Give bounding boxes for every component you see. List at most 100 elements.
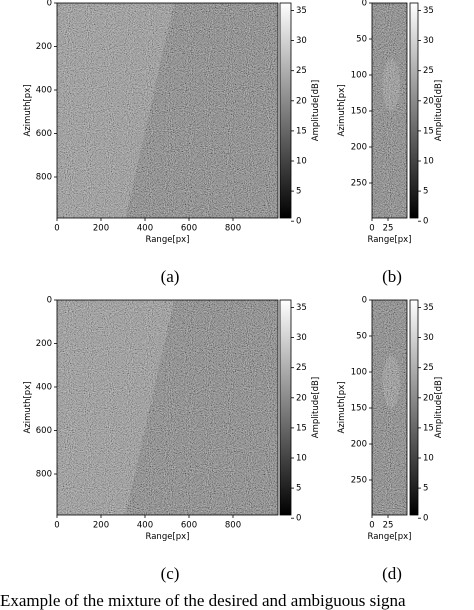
colorbar-tick-label: 30	[296, 333, 307, 343]
y-tick-label: 800	[36, 470, 52, 480]
y-tick-label: 200	[36, 339, 52, 349]
x-tick-label: 25	[383, 521, 394, 531]
colorbar-tick-label: 15	[423, 126, 434, 136]
colorbar-tick-label: 15	[423, 423, 434, 433]
colorbar-label: Amplitude[dB]	[434, 80, 444, 141]
y-tick-label: 800	[36, 173, 52, 183]
colorbar-tick-label: 10	[423, 157, 434, 167]
x-tick-label: 200	[93, 521, 109, 531]
x-tick-label: 400	[137, 224, 153, 234]
speckle	[372, 3, 407, 218]
colorbar-tick-label: 20	[296, 96, 307, 106]
y-tick-label: 50	[356, 35, 367, 45]
y-tick-label: 200	[351, 440, 367, 450]
colorbar	[279, 299, 292, 516]
colorbar-tick-label: 10	[296, 157, 307, 167]
x-tick-label: 0	[369, 224, 374, 234]
x-tick-label: 600	[181, 224, 197, 234]
image-frame	[56, 299, 279, 516]
colorbar-tick-label: 35	[296, 6, 307, 16]
colorbar-tick-label: 10	[423, 454, 434, 464]
colorbar-tick-label: 10	[296, 454, 307, 464]
colorbar-tick-label: 25	[296, 363, 307, 373]
x-tick-label: 25	[383, 224, 394, 234]
y-tick-label: 150	[351, 404, 367, 414]
colorbar	[409, 299, 419, 516]
x-tick-label: 0	[369, 521, 374, 531]
y-tick-label: 150	[351, 107, 367, 117]
x-tick-label: 200	[93, 224, 109, 234]
y-tick-label: 100	[351, 71, 367, 81]
colorbar-tick-label: 25	[423, 66, 434, 76]
panel-label: (a)	[161, 267, 180, 286]
colorbar-tick-label: 15	[296, 423, 307, 433]
y-tick-label: 0	[47, 296, 52, 306]
panel-label: (d)	[382, 564, 402, 583]
colorbar-label: Amplitude[dB]	[311, 80, 321, 141]
x-tick-label: 0	[54, 521, 59, 531]
image-frame	[371, 299, 408, 516]
colorbar-tick-label: 20	[423, 393, 434, 403]
y-tick-label: 100	[351, 368, 367, 378]
y-tick-label: 400	[36, 383, 52, 393]
image-frame	[56, 2, 279, 219]
colorbar-tick-label: 0	[296, 514, 301, 524]
bright-region	[382, 58, 400, 111]
y-axis-label: Azimuth[px]	[23, 84, 33, 136]
colorbar-tick-label: 5	[296, 187, 301, 197]
x-tick-label: 0	[54, 224, 59, 234]
colorbar-tick-label: 35	[423, 303, 434, 313]
colorbar-tick-label: 35	[423, 6, 434, 16]
speckle	[57, 300, 278, 515]
y-tick-label: 0	[47, 0, 52, 9]
figure-caption: Example of the mixture of the desired an…	[0, 591, 406, 610]
x-tick-label: 400	[137, 521, 153, 531]
y-axis-label: Azimuth[px]	[337, 381, 347, 433]
x-tick-label: 800	[225, 224, 241, 234]
bright-region	[57, 300, 175, 515]
y-axis-label: Azimuth[px]	[337, 84, 347, 136]
x-axis-label: Range[px]	[368, 532, 412, 542]
colorbar	[409, 2, 419, 219]
x-tick-label: 600	[181, 521, 197, 531]
colorbar-tick-label: 30	[423, 36, 434, 46]
image-frame	[371, 2, 408, 219]
y-tick-label: 250	[351, 179, 367, 189]
colorbar	[279, 2, 292, 219]
colorbar-tick-label: 5	[423, 187, 428, 197]
y-tick-label: 200	[36, 42, 52, 52]
bright-region	[57, 3, 175, 218]
y-tick-label: 200	[351, 143, 367, 153]
panel-label: (b)	[382, 267, 402, 286]
colorbar-tick-label: 25	[423, 363, 434, 373]
x-axis-label: Range[px]	[368, 235, 412, 245]
bright-region	[382, 355, 400, 408]
colorbar-tick-label: 35	[296, 303, 307, 313]
y-tick-label: 600	[36, 129, 52, 139]
colorbar-tick-label: 0	[423, 217, 428, 227]
colorbar-label: Amplitude[dB]	[311, 377, 321, 438]
colorbar-tick-label: 30	[423, 333, 434, 343]
colorbar-tick-label: 20	[423, 96, 434, 106]
colorbar-tick-label: 0	[423, 514, 428, 524]
colorbar-tick-label: 5	[296, 484, 301, 494]
speckle	[372, 300, 407, 515]
panel-label: (c)	[161, 564, 180, 583]
colorbar-tick-label: 20	[296, 393, 307, 403]
x-axis-label: Range[px]	[146, 532, 190, 542]
speckle	[57, 3, 278, 218]
colorbar-label: Amplitude[dB]	[434, 377, 444, 438]
y-tick-label: 400	[36, 86, 52, 96]
x-axis-label: Range[px]	[146, 235, 190, 245]
colorbar-tick-label: 30	[296, 36, 307, 46]
colorbar-tick-label: 25	[296, 66, 307, 76]
y-tick-label: 0	[362, 296, 367, 306]
y-tick-label: 600	[36, 426, 52, 436]
x-tick-label: 800	[225, 521, 241, 531]
y-tick-label: 250	[351, 476, 367, 486]
colorbar-tick-label: 15	[296, 126, 307, 136]
y-axis-label: Azimuth[px]	[23, 381, 33, 433]
y-tick-label: 50	[356, 332, 367, 342]
colorbar-tick-label: 0	[296, 217, 301, 227]
